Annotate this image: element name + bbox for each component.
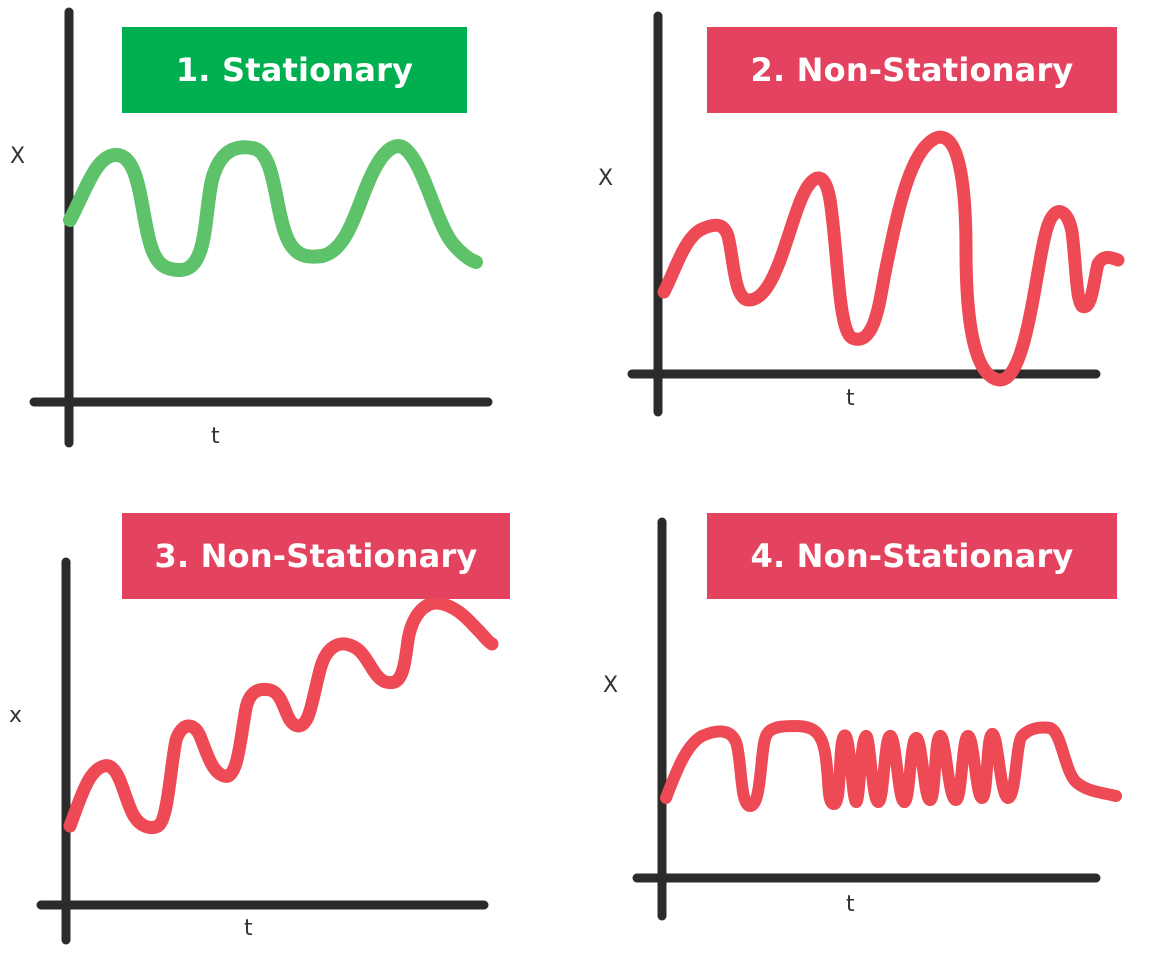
panel-2-axes: [627, 11, 1101, 417]
panel-4-title-badge: 4. Non-Stationary: [707, 513, 1117, 599]
panel-2-y-axis-label: X: [598, 166, 614, 191]
panel-1-axes: [29, 7, 493, 448]
panel-1-y-axis-label: X: [10, 144, 26, 169]
panel-3-x-axis-label: t: [244, 916, 253, 941]
panel-4-x-axis-label: t: [846, 892, 855, 917]
panel-1-title-badge: 1. Stationary: [122, 27, 467, 113]
panel-4-curve: [660, 720, 1122, 812]
panel-4-axes: [632, 517, 1101, 921]
panel-1-curve: [63, 139, 483, 277]
panel-3-title-badge: 3. Non-Stationary: [122, 513, 510, 599]
panel-3-y-axis-label: x: [9, 703, 23, 728]
panel-4-y-axis-label: X: [603, 673, 619, 698]
panel-3-curve: [63, 596, 499, 835]
panel-3-axes: [36, 557, 489, 945]
panel-2-x-axis-label: t: [846, 386, 855, 411]
panel-2-curve: [657, 130, 1125, 387]
panel-1-x-axis-label: t: [211, 424, 220, 449]
panel-2-title-badge: 2. Non-Stationary: [707, 27, 1117, 113]
